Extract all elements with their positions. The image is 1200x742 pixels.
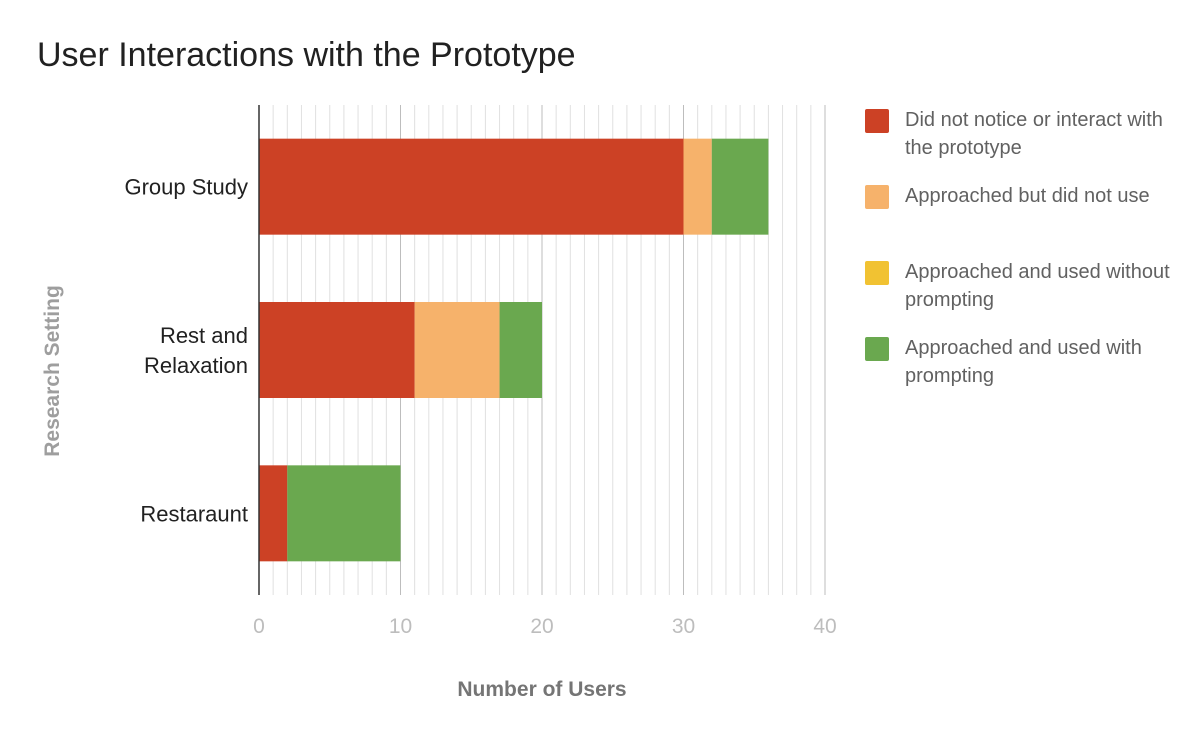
bar-segment bbox=[259, 302, 415, 398]
chart-title: User Interactions with the Prototype bbox=[37, 36, 576, 74]
legend-label: Did not notice or interact with the prot… bbox=[905, 109, 1163, 159]
category-label: Group Study bbox=[124, 175, 248, 200]
legend-swatch bbox=[865, 337, 889, 361]
category-label: Restaraunt bbox=[140, 501, 248, 526]
x-tick-label: 40 bbox=[813, 615, 836, 638]
x-tick-label: 20 bbox=[530, 615, 553, 638]
bar-segment bbox=[499, 302, 542, 398]
x-tick-label: 10 bbox=[389, 615, 412, 638]
bar-segment bbox=[711, 138, 769, 235]
x-axis-label: Number of Users bbox=[457, 678, 627, 701]
bar-segment bbox=[414, 302, 500, 398]
category-label: Rest and Relaxation bbox=[144, 323, 248, 378]
legend-label: Approached and used with prompting bbox=[905, 337, 1142, 387]
bar-segment bbox=[683, 138, 712, 235]
x-tick-label: 30 bbox=[672, 615, 695, 638]
legend-swatch bbox=[865, 185, 889, 209]
x-tick-label: 0 bbox=[253, 615, 265, 638]
legend-label: Approached and used without prompting bbox=[905, 261, 1170, 311]
bar-segment bbox=[287, 465, 401, 562]
bar-segment bbox=[259, 465, 288, 562]
legend-swatch bbox=[865, 261, 889, 285]
legend-swatch bbox=[865, 109, 889, 133]
bar-segment bbox=[259, 138, 684, 235]
legend-label: Approached but did not use bbox=[905, 185, 1150, 207]
